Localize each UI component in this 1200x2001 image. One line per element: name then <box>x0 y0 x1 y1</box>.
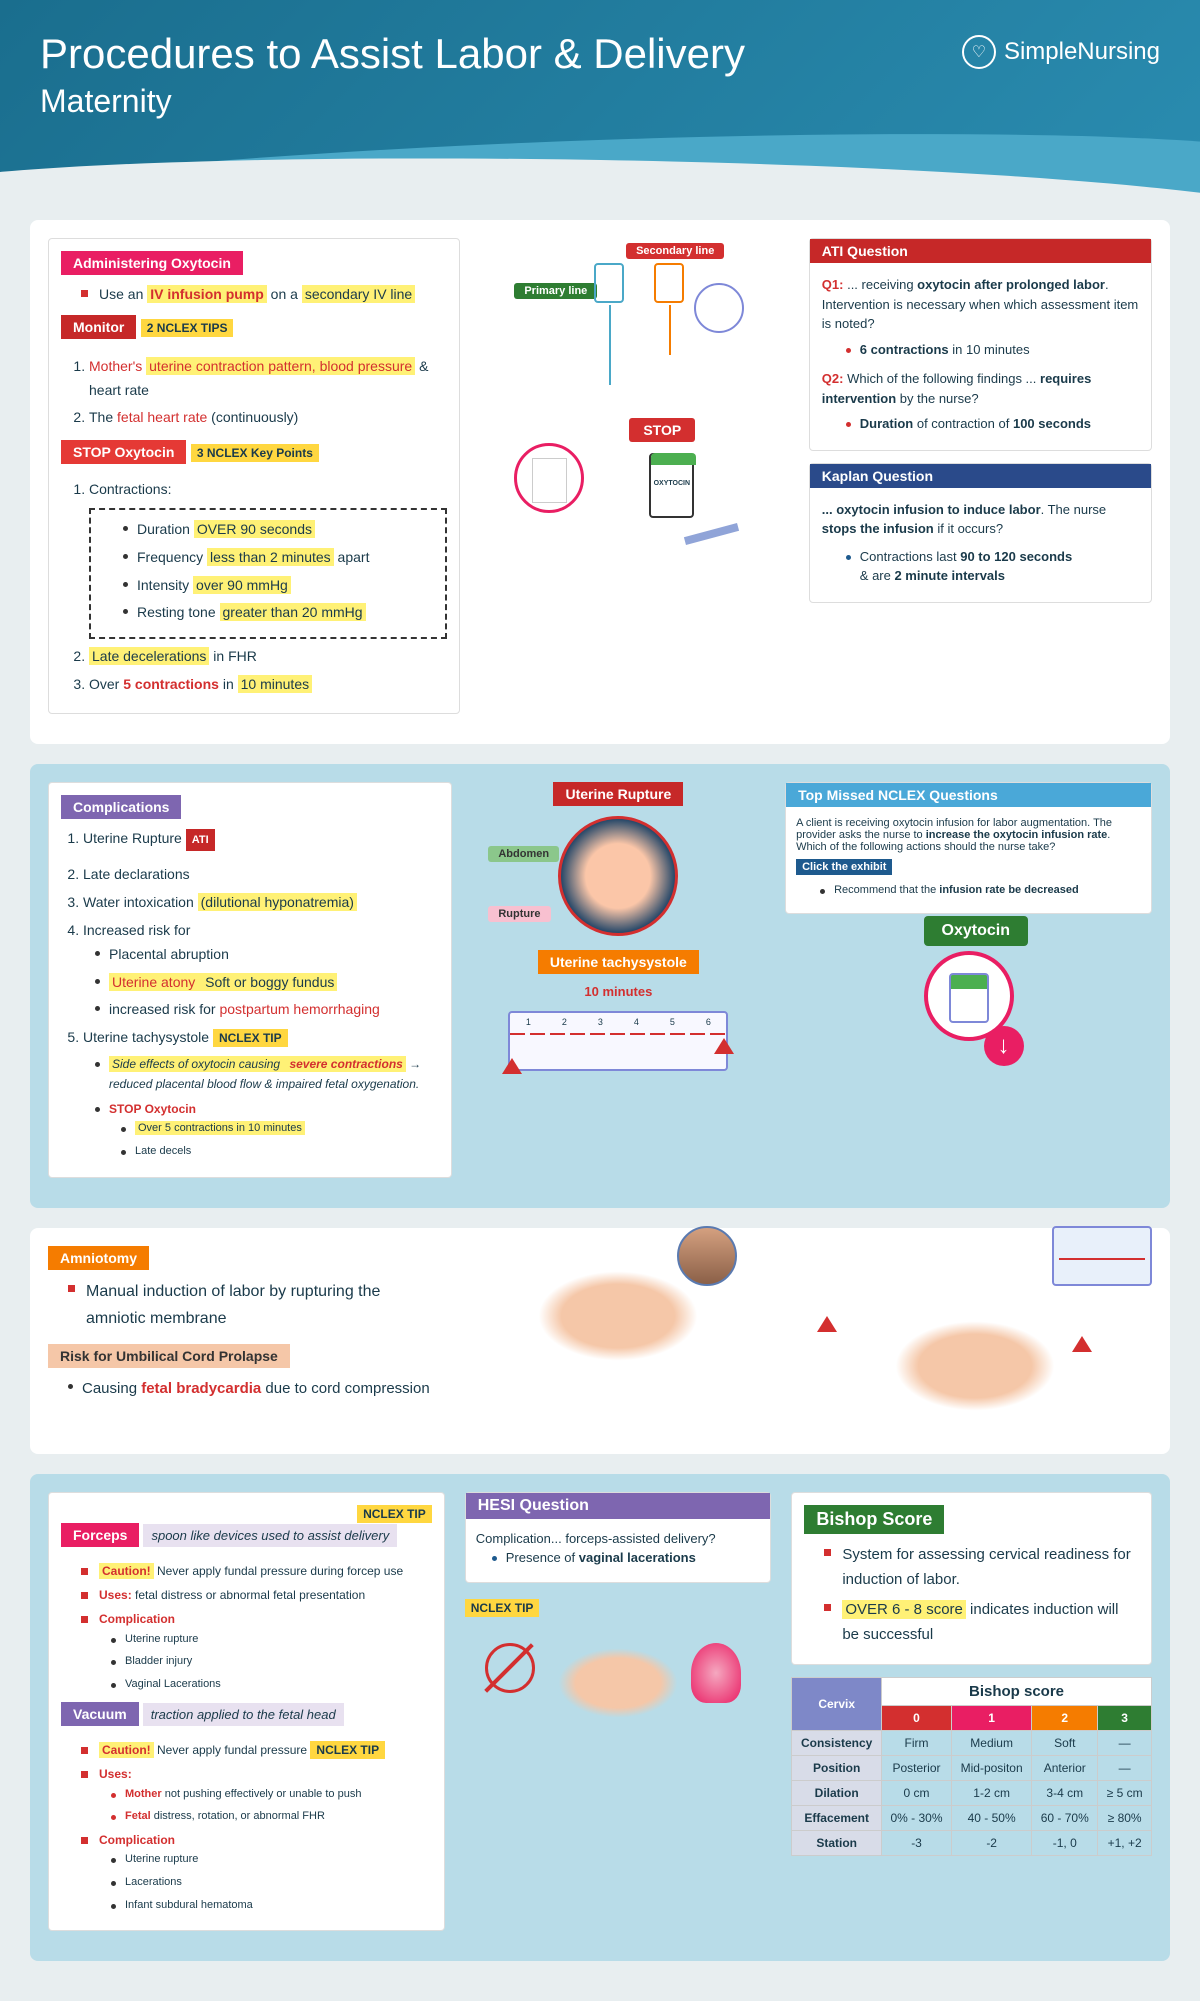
bottle-label: OXYTOCIN <box>651 480 692 487</box>
ati-q2: Q2: Which of the following findings ... … <box>822 369 1139 408</box>
secondary-line-label: Secondary line <box>626 243 724 259</box>
rupture-label: Uterine Rupture <box>553 782 683 806</box>
oxytocin-section: Administering Oxytocin Use an IV infusio… <box>30 220 1170 744</box>
monitor-tips: 2 NCLEX TIPS <box>141 319 234 337</box>
brand-text: SimpleNursing <box>1004 38 1160 66</box>
rupture-icon <box>558 816 678 936</box>
complications-section: Complications Uterine Rupture ATI Late d… <box>30 764 1170 1208</box>
stop-badge: STOP <box>629 418 695 442</box>
tachy-label: Uterine tachysystole <box>538 950 699 974</box>
ati-q1-ans: 6 contractions in 10 minutes <box>842 340 1139 360</box>
ati-q2-ans: Duration of contraction of 100 seconds <box>842 414 1139 434</box>
monitor-label: Monitor <box>61 315 136 339</box>
comp-4: Increased risk for Placental abruption U… <box>83 919 439 1022</box>
hesi-q: Complication... forceps-assisted deliver… <box>476 1529 761 1549</box>
vacuum-subtitle: traction applied to the fetal head <box>143 1703 344 1726</box>
syringe-icon <box>684 523 739 545</box>
fhr-monitor-icon <box>1052 1226 1152 1286</box>
bishop-table: Cervix Bishop score 0123 ConsistencyFirm… <box>791 1677 1152 1856</box>
stop-tips: 3 NCLEX Key Points <box>191 444 319 462</box>
bishop-title: Bishop Score <box>804 1505 944 1534</box>
amniotomy-desc: Manual induction of labor by rupturing t… <box>68 1278 438 1332</box>
exhibit-button[interactable]: Click the exhibit <box>796 859 892 875</box>
stop-label: STOP Oxytocin <box>61 440 186 464</box>
forceps-uses: Uses: fetal distress or abnormal fetal p… <box>81 1585 432 1605</box>
prolapse-risk-label: Risk for Umbilical Cord Prolapse <box>48 1344 290 1368</box>
prolapse-risk: Causing fetal bradycardia due to cord co… <box>64 1376 438 1402</box>
vacuum-comp: Complication Uterine ruptureLacerationsI… <box>81 1830 432 1914</box>
iv-diagram: Primary line Secondary line <box>480 238 789 398</box>
comp-5: Uterine tachysystole NCLEX TIP Side effe… <box>83 1026 439 1160</box>
nclex-ans: Recommend that the infusion rate be decr… <box>816 881 1141 900</box>
forceps-illustration <box>465 1623 772 1743</box>
rupture-point-label: Rupture <box>488 906 550 922</box>
vacuum-caution: Caution! Never apply fundal pressure NCL… <box>81 1740 432 1760</box>
hesi-title: HESI Question <box>466 1493 771 1519</box>
forceps-caution: Caution! Never apply fundal pressure dur… <box>81 1561 432 1581</box>
kaplan-ans: Contractions last 90 to 120 seconds & ar… <box>842 547 1139 586</box>
bishop-score-note: OVER 6 - 8 score indicates induction wil… <box>824 1597 1139 1648</box>
forceps-title: Forceps <box>61 1523 139 1547</box>
monitor-item-1: Mother's uterine contraction pattern, bl… <box>89 355 447 403</box>
stop-diagram: STOP OXYTOCIN <box>480 408 789 538</box>
bishop-desc: System for assessing cervical readiness … <box>824 1542 1139 1593</box>
bishop-table-title: Bishop score <box>882 1677 1152 1705</box>
kaplan-q: ... oxytocin infusion to induce labor. T… <box>822 500 1139 539</box>
nclex-title: Top Missed NCLEX Questions <box>786 783 1151 807</box>
stop-item-3: Over 5 contractions in 10 minutes <box>89 673 447 697</box>
bradycardia-illustration <box>797 1296 1152 1436</box>
oxytocin-bag-label: Oxytocin <box>924 916 1028 946</box>
tachy-wave-icon: 123456 <box>508 1011 728 1071</box>
oxytocin-intro: Use an IV infusion pump on a secondary I… <box>81 283 447 307</box>
vacuum-title: Vacuum <box>61 1702 139 1726</box>
ten-min-label: 10 minutes <box>472 982 766 1002</box>
down-arrow-icon: ↓ <box>984 1026 1024 1066</box>
brand-logo: ♡ SimpleNursing <box>962 35 1160 69</box>
oxytocin-bag-icon: Oxytocin ↓ <box>914 926 1024 1066</box>
kaplan-title: Kaplan Question <box>810 464 1151 488</box>
comp-1: Uterine Rupture ATI <box>83 827 439 860</box>
forceps-subtitle: spoon like devices used to assist delive… <box>143 1524 397 1547</box>
vacuum-uses: Uses: Mother not pushing effectively or … <box>81 1764 432 1826</box>
assist-delivery-section: NCLEX TIP Forcepsspoon like devices used… <box>30 1474 1170 1962</box>
hesi-tip: NCLEX TIP <box>465 1599 540 1617</box>
abdomen-label: Abdomen <box>488 846 559 862</box>
heart-icon: ♡ <box>962 35 996 69</box>
nclex-body: A client is receiving oxytocin infusion … <box>796 817 1141 853</box>
page-header: Procedures to Assist Labor & Delivery Ma… <box>0 0 1200 200</box>
complications-title: Complications <box>61 795 181 819</box>
comp-2: Late declarations <box>83 863 439 887</box>
stop-item-1: Contractions: Duration OVER 90 seconds F… <box>89 478 447 639</box>
stop-item-2: Late decelerations in FHR <box>89 645 447 669</box>
oxytocin-title: Administering Oxytocin <box>61 251 243 275</box>
ati-title: ATI Question <box>810 239 1151 263</box>
forceps-comp: Complication Uterine ruptureBladder inju… <box>81 1609 432 1693</box>
hesi-ans: Presence of vaginal lacerations <box>488 1548 761 1568</box>
primary-line-label: Primary line <box>514 283 597 299</box>
amniotomy-illustration <box>458 1246 777 1386</box>
amniotomy-section: Amniotomy Manual induction of labor by r… <box>30 1228 1170 1454</box>
amniotomy-title: Amniotomy <box>48 1246 149 1270</box>
page-subtitle: Maternity <box>40 83 1160 120</box>
monitor-item-2: The fetal heart rate (continuously) <box>89 406 447 430</box>
forceps-tip: NCLEX TIP <box>357 1505 432 1523</box>
content-area: Administering Oxytocin Use an IV infusio… <box>0 200 1200 2001</box>
comp-3: Water intoxication (dilutional hyponatre… <box>83 891 439 915</box>
cervix-header: Cervix <box>792 1677 882 1730</box>
ati-q1: Q1: ... receiving oxytocin after prolong… <box>822 275 1139 334</box>
